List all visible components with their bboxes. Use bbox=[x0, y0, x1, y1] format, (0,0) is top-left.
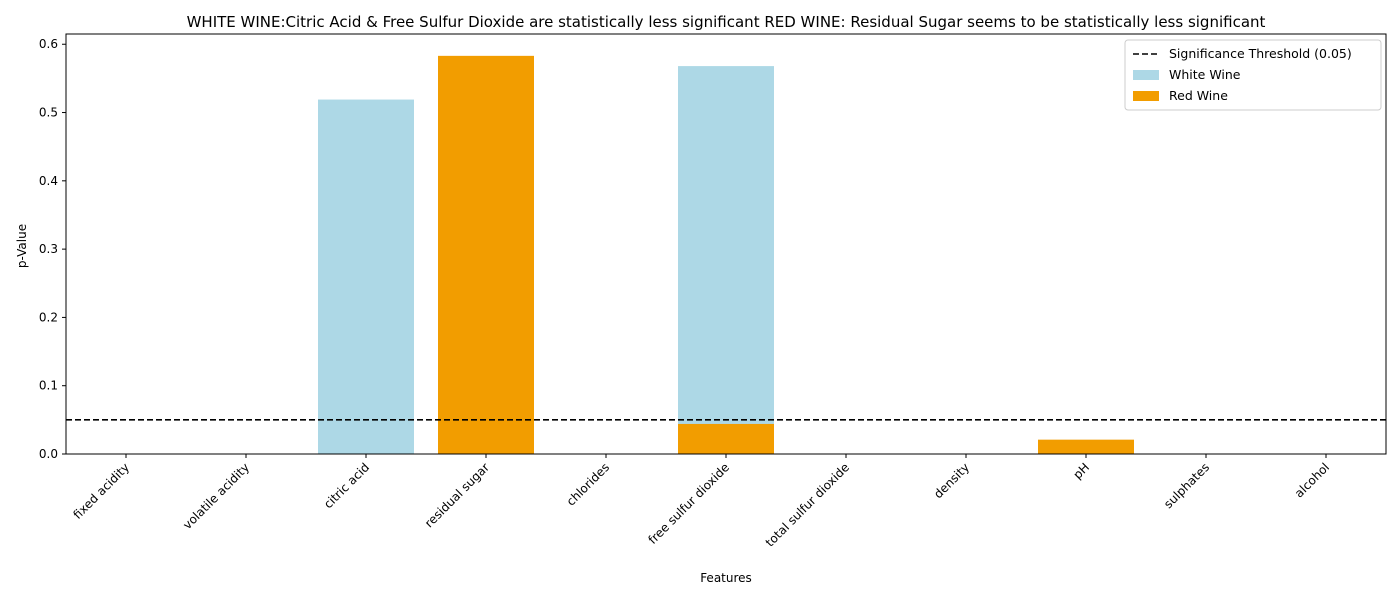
y-tick-label: 0.4 bbox=[39, 174, 58, 188]
legend-swatch-white bbox=[1133, 70, 1159, 80]
bar-red-residual-sugar bbox=[438, 55, 534, 454]
bar-white-free-sulfur-dioxide bbox=[678, 66, 774, 454]
x-tick-label: free sulfur dioxide bbox=[645, 460, 732, 547]
y-tick-label: 0.1 bbox=[39, 379, 58, 393]
x-tick-label: residual sugar bbox=[422, 460, 492, 530]
x-tick-label: pH bbox=[1070, 460, 1092, 482]
y-tick-label: 0.0 bbox=[39, 447, 58, 461]
x-tick-label: fixed acidity bbox=[70, 460, 132, 522]
y-tick-label: 0.2 bbox=[39, 310, 58, 324]
bar-red-free-sulfur-dioxide bbox=[678, 423, 774, 454]
chart-title: WHITE WINE:Citric Acid & Free Sulfur Dio… bbox=[187, 13, 1266, 31]
y-tick-label: 0.6 bbox=[39, 37, 58, 51]
x-tick-label: chlorides bbox=[564, 460, 612, 508]
x-tick-label: citric acid bbox=[321, 460, 372, 511]
legend: Significance Threshold (0.05) White Wine R… bbox=[1124, 39, 1382, 111]
legend-box bbox=[1124, 39, 1382, 111]
bars-layer bbox=[318, 55, 1134, 454]
x-axis-label: Features bbox=[700, 571, 752, 585]
legend-swatch-red bbox=[1133, 91, 1159, 101]
legend-threshold-label: Significance Threshold (0.05) bbox=[1169, 46, 1352, 61]
bar-red-ph bbox=[1038, 439, 1134, 454]
x-tick-label: alcohol bbox=[1292, 460, 1332, 500]
legend-label-white: White Wine bbox=[1169, 67, 1241, 82]
y-axis-label: p-Value bbox=[15, 224, 29, 268]
bar-white-citric-acid bbox=[318, 99, 414, 454]
x-tick-label: density bbox=[931, 460, 972, 501]
y-tick-label: 0.3 bbox=[39, 242, 58, 256]
x-tick-label: total sulfur dioxide bbox=[763, 460, 852, 549]
legend-label-red: Red Wine bbox=[1169, 88, 1228, 103]
x-tick-label: sulphates bbox=[1161, 460, 1212, 511]
y-tick-label: 0.5 bbox=[39, 106, 58, 120]
x-tick-label: volatile acidity bbox=[180, 460, 252, 532]
